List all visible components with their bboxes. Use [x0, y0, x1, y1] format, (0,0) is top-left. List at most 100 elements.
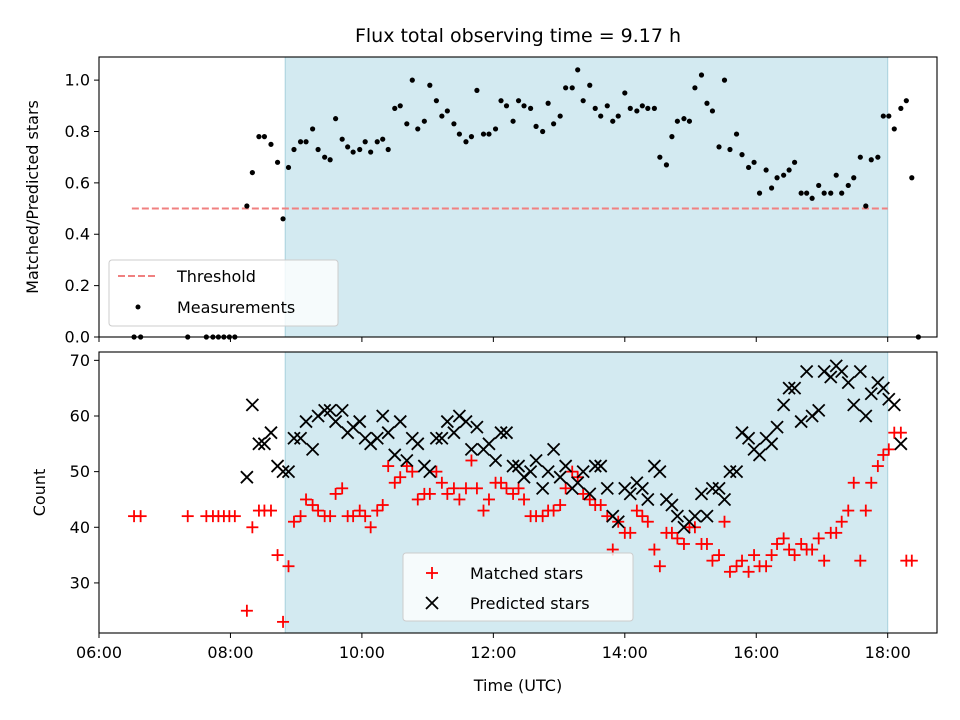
predicted-point — [764, 437, 779, 451]
predicted-point — [353, 414, 367, 429]
predicted-point — [335, 403, 349, 418]
ratio-y-tick-label: 0.6 — [65, 173, 90, 192]
matched-point — [748, 549, 761, 562]
predicted-point — [723, 464, 737, 479]
predicted-point — [741, 431, 756, 445]
measurement-point — [545, 100, 551, 106]
measurement-point — [868, 157, 874, 163]
predicted-point — [594, 459, 608, 473]
measurement-point — [249, 169, 255, 176]
matched-point — [671, 532, 684, 545]
matched-point — [788, 549, 801, 562]
measurement-point — [362, 139, 368, 145]
predicted-point — [447, 426, 461, 440]
predicted-point — [370, 431, 384, 445]
measurement-point — [397, 103, 403, 109]
matched-point — [718, 515, 731, 528]
matched-point — [559, 482, 572, 495]
legend-threshold-label: Threshold — [176, 267, 256, 286]
measurement-point — [569, 85, 575, 91]
matched-point — [577, 487, 590, 500]
predicted-point — [777, 398, 791, 412]
predicted-point — [440, 414, 454, 429]
matched-point — [300, 493, 313, 506]
predicted-point — [423, 464, 437, 479]
matched-point — [228, 510, 241, 523]
matched-point — [507, 487, 520, 500]
measurement-point — [598, 113, 604, 119]
matched-point — [400, 460, 413, 473]
matched-point — [447, 482, 460, 495]
matched-point — [706, 554, 719, 567]
predicted-point — [376, 409, 390, 423]
matched-point — [566, 465, 579, 478]
measurement-point — [380, 136, 386, 142]
predicted-point — [600, 481, 614, 495]
measurement-point — [669, 134, 675, 140]
measurement-point — [533, 123, 539, 129]
matched-point — [760, 560, 773, 573]
matched-point — [411, 493, 424, 506]
predicted-point — [435, 431, 449, 445]
matched-point — [742, 565, 755, 578]
matched-point — [495, 476, 508, 489]
measurement-point — [610, 118, 616, 124]
measurement-point — [891, 126, 897, 132]
matched-point — [435, 476, 448, 489]
measurement-point — [845, 182, 851, 189]
matched-point — [329, 487, 342, 500]
measurement-point — [280, 216, 286, 222]
measurement-point — [639, 103, 645, 109]
matched-point — [713, 549, 726, 562]
predicted-point — [400, 453, 414, 468]
measurement-point — [409, 77, 415, 83]
matched-point — [312, 504, 325, 517]
measurement-point — [374, 139, 380, 145]
measurement-point — [786, 167, 792, 173]
matched-point — [277, 615, 290, 628]
measurement-point — [745, 164, 752, 171]
measurement-point — [821, 190, 827, 196]
measurement-point — [622, 90, 628, 96]
legend-predicted-swatch — [425, 596, 439, 610]
measurement-point — [651, 105, 657, 111]
predicted-point — [611, 515, 625, 529]
legend-plus-marker — [426, 567, 438, 579]
matched-point — [482, 493, 495, 506]
measurement-point — [439, 113, 445, 119]
count-panel: 30 40 50 60 70 06:00 08:00 10:00 12:00 14:00 16:0… — [30, 351, 938, 695]
ratio-panel: 0.0 0.2 0.4 0.6 0.8 1.0 Flux total observing … — [23, 25, 938, 347]
count-y-ticks: 30 40 50 60 70 — [70, 351, 99, 592]
predicted-point — [287, 431, 301, 445]
measurement-point — [698, 72, 705, 78]
measurement-point — [781, 172, 787, 178]
matched-point — [783, 543, 796, 556]
measurement-point — [804, 190, 810, 196]
ratio-panel-frame — [98, 56, 938, 338]
predicted-point — [523, 464, 538, 479]
measurement-point — [791, 159, 798, 165]
measurement-point — [303, 139, 309, 145]
matched-point — [700, 537, 713, 550]
chart-title: Flux total observing time = 9.17 h — [355, 25, 681, 47]
measurement-point — [686, 118, 693, 124]
count-y-tick-label: 70 — [70, 351, 90, 370]
legend-predicted-label: Predicted stars — [470, 594, 590, 613]
measurement-point — [274, 159, 281, 165]
matched-point — [847, 476, 860, 489]
predicted-point — [583, 487, 597, 501]
predicted-point — [623, 487, 637, 501]
predicted-point — [536, 481, 550, 495]
predicted-point — [729, 464, 744, 479]
measurement-point — [909, 175, 915, 181]
matched-point — [894, 426, 907, 439]
measurement-point — [692, 85, 698, 91]
matched-point — [364, 521, 377, 534]
matched-point — [765, 549, 778, 562]
predicted-point — [665, 498, 679, 512]
measurement-point — [733, 131, 740, 137]
predicted-point — [794, 414, 808, 429]
count-y-tick-label: 40 — [70, 518, 90, 537]
matched-point — [394, 471, 407, 484]
predicted-point — [240, 470, 254, 484]
